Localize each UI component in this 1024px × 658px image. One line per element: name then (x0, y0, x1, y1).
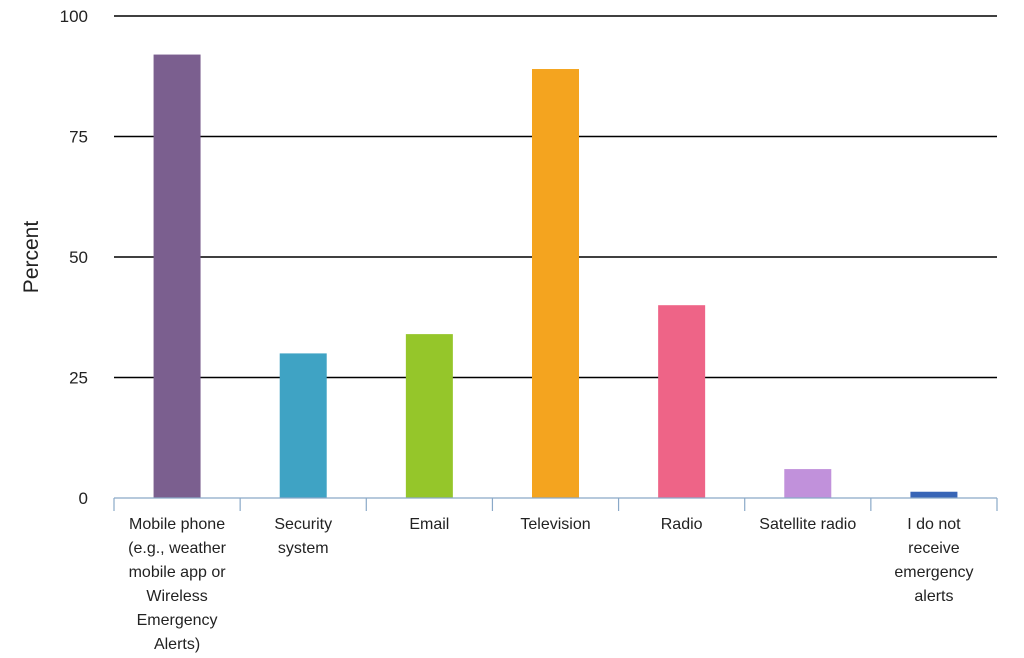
x-category-label-line: Radio (661, 516, 703, 533)
x-category-label: Radio (661, 516, 703, 533)
x-category-label-line: Emergency (137, 612, 218, 629)
bars (153, 54, 958, 499)
bar (279, 353, 327, 498)
x-category-label: Mobile phone (e.g., weather mobile app or W… (128, 516, 227, 653)
x-category-label-line: Wireless (146, 588, 207, 605)
bar (405, 334, 453, 498)
x-category-label: Television (520, 516, 590, 533)
x-category-label-line: Satellite radio (759, 516, 856, 533)
bar (658, 305, 706, 498)
x-category-labels: Mobile phone (e.g., weather mobile app or W… (128, 516, 973, 653)
y-tick-label: 0 (79, 489, 88, 508)
bar (910, 491, 958, 498)
x-category-label-line: system (278, 540, 329, 557)
x-category-label-line: emergency (894, 564, 973, 581)
x-category-label-line: Security (274, 516, 332, 533)
x-category-label-line: (e.g., weather (128, 540, 227, 557)
x-axis (113, 497, 998, 511)
x-category-label-line: Mobile phone (129, 516, 225, 533)
y-tick-label: 50 (69, 248, 88, 267)
x-category-label: Satellite radio (759, 516, 856, 533)
bar (784, 469, 832, 498)
x-category-label-line: Email (409, 516, 449, 533)
x-category-label-line: I do not (907, 516, 961, 533)
y-tick-labels: 0 25 50 75 100 (60, 7, 88, 508)
y-tick-label: 100 (60, 7, 88, 26)
x-category-label: I do not receive emergency alerts (894, 516, 973, 605)
y-axis-label: Percent (20, 221, 43, 294)
x-category-label-line: receive (908, 540, 960, 557)
bar (532, 69, 579, 499)
x-category-label: Security system (274, 516, 332, 557)
x-category-label-line: Alerts) (154, 636, 200, 653)
bar (153, 54, 201, 499)
x-category-label-line: alerts (914, 588, 953, 605)
x-category-label: Email (409, 516, 449, 533)
y-tick-label: 75 (69, 128, 88, 147)
x-category-label-line: Television (520, 516, 590, 533)
x-category-label-line: mobile app or (129, 564, 227, 581)
y-tick-label: 25 (69, 369, 88, 388)
